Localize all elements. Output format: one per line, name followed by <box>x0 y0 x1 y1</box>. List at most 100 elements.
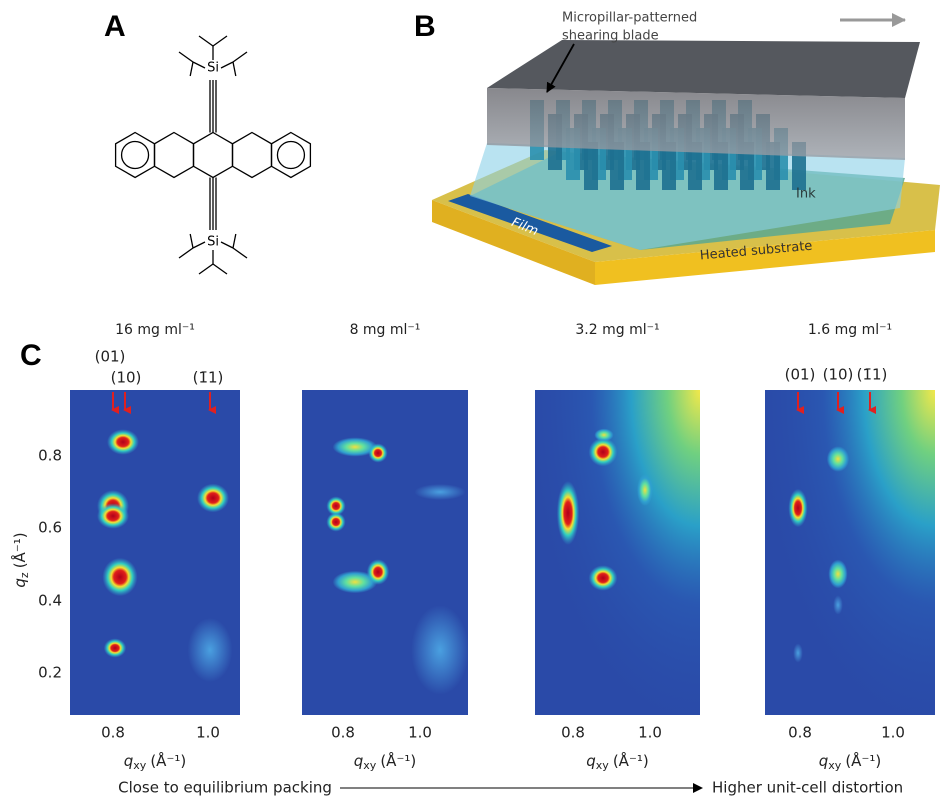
heatmap-corner <box>765 390 935 715</box>
axis-subscript: xy <box>133 759 147 772</box>
axis-symbol: q <box>586 752 596 770</box>
diffraction-spot <box>97 503 129 529</box>
axis-unit: (Å⁻¹) <box>150 751 186 770</box>
y-tick-label: 0.4 <box>38 592 62 610</box>
bond <box>233 234 236 248</box>
peak-label: (01) <box>95 348 126 366</box>
axis-unit: (Å⁻¹) <box>613 751 649 770</box>
axis-symbol: q <box>354 752 364 770</box>
diffraction-spot <box>104 638 126 657</box>
y-axis-label: qz (Å⁻¹) <box>10 532 32 587</box>
y-tick-label: 0.6 <box>38 519 62 537</box>
axis-unit: (Å⁻¹) <box>10 532 29 568</box>
diffraction-spot <box>589 565 618 591</box>
peak-label: (1̄1) <box>857 366 888 384</box>
axis-unit: (Å⁻¹) <box>845 751 881 770</box>
axis-subscript: z <box>18 572 31 578</box>
bond <box>190 234 193 248</box>
y-tick-label: 0.8 <box>38 447 62 465</box>
axis-unit: (Å⁻¹) <box>380 751 416 770</box>
bond <box>233 52 247 62</box>
bond <box>179 52 193 62</box>
x-axis-label: qxy(Å⁻¹) <box>819 751 881 773</box>
bond <box>221 62 233 68</box>
diffraction-spot <box>833 595 843 614</box>
x-axis-label: qxy(Å⁻¹) <box>354 751 416 773</box>
panel-label: C <box>20 339 42 372</box>
plot-title: 1.6 mg ml⁻¹ <box>808 322 892 338</box>
x-axis-label: qxy(Å⁻¹) <box>586 751 648 773</box>
heatmaps <box>70 390 935 715</box>
footer-label: Close to equilibrium packing <box>118 779 332 797</box>
x-tick-label: 1.0 <box>638 724 662 742</box>
atom-label: Si <box>207 235 219 250</box>
atom-label: Si <box>207 61 219 76</box>
ring-inner <box>122 142 149 169</box>
diffraction-spot <box>188 618 233 682</box>
x-tick-label: 1.0 <box>881 724 905 742</box>
blade-top <box>487 40 920 98</box>
x-tick-label: 0.8 <box>788 724 812 742</box>
diffraction-spot <box>368 443 387 462</box>
x-tick-label: 0.8 <box>101 724 125 742</box>
bond <box>193 62 205 68</box>
ring <box>233 133 272 178</box>
y-tick-label: 0.2 <box>38 664 62 682</box>
ring-inner <box>277 142 304 169</box>
peak-label: (10) <box>823 366 854 384</box>
axis-symbol: q <box>819 752 829 770</box>
bond <box>199 36 213 46</box>
panel-label: B <box>414 10 436 43</box>
pillar <box>584 142 598 190</box>
x-tick-label: 0.8 <box>561 724 585 742</box>
diffraction-spot <box>793 643 803 662</box>
diffraction-spot <box>411 605 469 695</box>
axis-subscript: xy <box>363 759 377 772</box>
annotation: shearing blade <box>562 29 659 44</box>
peak-label: (01) <box>785 366 816 384</box>
diffraction-spot <box>107 429 139 455</box>
panel-label: A <box>104 10 126 43</box>
x-tick-label: 1.0 <box>196 724 220 742</box>
plot-title: 8 mg ml⁻¹ <box>350 322 421 338</box>
diffraction-spot <box>637 474 653 506</box>
heatmap-corner <box>535 390 700 715</box>
axis-symbol: q <box>11 578 29 588</box>
bond <box>213 264 227 274</box>
axis-symbol: q <box>124 752 134 770</box>
bond <box>193 242 205 248</box>
diffraction-spot <box>827 446 849 472</box>
x-axis-label: qxy(Å⁻¹) <box>124 751 186 773</box>
diffraction-spot <box>589 438 618 467</box>
diffraction-spot <box>594 429 613 442</box>
diffraction-spot <box>102 558 137 596</box>
peak-label: (1̄1) <box>193 369 224 387</box>
diffraction-spot <box>197 484 229 513</box>
blade-illustration <box>432 20 940 285</box>
bond <box>233 248 247 258</box>
figure: A B C Si Si Micropillar-patterned shearing bla… <box>0 0 943 800</box>
diffraction-spot <box>367 559 389 585</box>
diffraction-spot <box>828 560 847 589</box>
x-tick-label: 1.0 <box>408 724 432 742</box>
footer-label: Higher unit-cell distortion <box>712 779 903 797</box>
axis-subscript: xy <box>596 759 610 772</box>
annotation: Micropillar-patterned <box>562 11 697 26</box>
peak-label: (10) <box>111 369 142 387</box>
diffraction-spot <box>788 489 807 527</box>
annotation: Ink <box>796 187 816 202</box>
ring <box>155 133 194 178</box>
bond <box>233 62 236 76</box>
axis-subscript: xy <box>828 759 842 772</box>
bond <box>199 264 213 274</box>
diffraction-spot <box>414 484 465 500</box>
bond <box>221 242 233 248</box>
bond <box>190 62 193 76</box>
ring <box>194 133 233 178</box>
diffraction-spot <box>557 481 579 545</box>
diffraction-spot <box>326 512 345 531</box>
bond <box>213 36 227 46</box>
x-tick-label: 0.8 <box>331 724 355 742</box>
plot-title: 16 mg ml⁻¹ <box>115 322 195 338</box>
plot-title: 3.2 mg ml⁻¹ <box>575 322 659 338</box>
